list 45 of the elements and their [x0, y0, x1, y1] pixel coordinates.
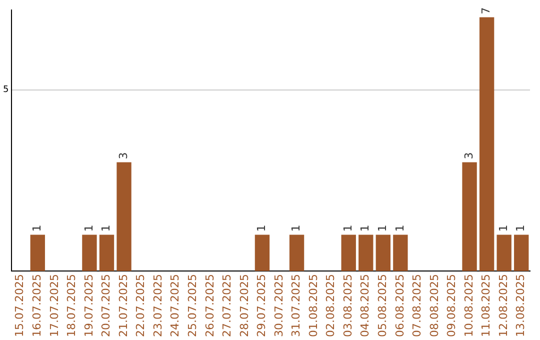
x-tick-label: 18.07.2025 [65, 274, 78, 338]
y-tick-label: 5 [2, 85, 9, 96]
data-label: 1 [358, 224, 372, 232]
x-tick-label: 10.08.2025 [462, 274, 476, 338]
x-tick-label: 21.07.2025 [116, 274, 130, 338]
data-label: 1 [100, 224, 113, 232]
data-label: 1 [290, 224, 303, 232]
x-tick-label: 02.08.2025 [324, 274, 338, 338]
x-tick-label: 06.08.2025 [393, 274, 406, 338]
x-tick-label: 17.07.2025 [48, 274, 61, 338]
x-tick-label: 20.07.2025 [100, 274, 113, 338]
data-label: 1 [496, 224, 510, 232]
x-tick-label: 22.07.2025 [134, 274, 148, 338]
x-tick-label: 31.07.2025 [290, 274, 303, 338]
x-tick-label: 28.07.2025 [238, 274, 251, 338]
x-tick-label: 23.07.2025 [151, 274, 164, 338]
data-label: 1 [255, 224, 268, 232]
x-tick-label: 11.08.2025 [480, 274, 493, 338]
x-tick-label: 07.08.2025 [410, 274, 424, 338]
data-label: 1 [514, 224, 528, 232]
x-tick-label: 29.07.2025 [255, 274, 268, 338]
x-tick-label: 19.07.2025 [82, 274, 96, 338]
data-label: 3 [462, 152, 476, 160]
data-label: 1 [376, 224, 390, 232]
x-tick-label: 09.08.2025 [445, 274, 458, 338]
x-tick-label: 03.08.2025 [341, 274, 354, 338]
x-tick-label: 30.07.2025 [272, 274, 286, 338]
x-tick-label: 13.08.2025 [514, 274, 528, 338]
x-tick-label: 15.07.2025 [13, 274, 26, 338]
data-label: 1 [393, 224, 406, 232]
data-label: 3 [116, 152, 130, 160]
data-label: 1 [341, 224, 354, 232]
x-tick-label: 08.08.2025 [428, 274, 441, 338]
x-tick-label: 01.08.2025 [306, 274, 320, 338]
x-tick-label: 05.08.2025 [376, 274, 390, 338]
x-tick-label: 16.07.2025 [30, 274, 44, 338]
x-tick-label: 25.07.2025 [186, 274, 199, 338]
x-tick-label: 27.07.2025 [220, 274, 234, 338]
x-tick-label: 24.07.2025 [168, 274, 182, 338]
x-tick-label: 12.08.2025 [496, 274, 510, 338]
data-label: 7 [480, 7, 493, 14]
data-label: 1 [30, 224, 44, 232]
x-tick-label: 26.07.2025 [203, 274, 216, 338]
x-tick-label: 04.08.2025 [358, 274, 372, 338]
data-label: 1 [82, 224, 96, 232]
